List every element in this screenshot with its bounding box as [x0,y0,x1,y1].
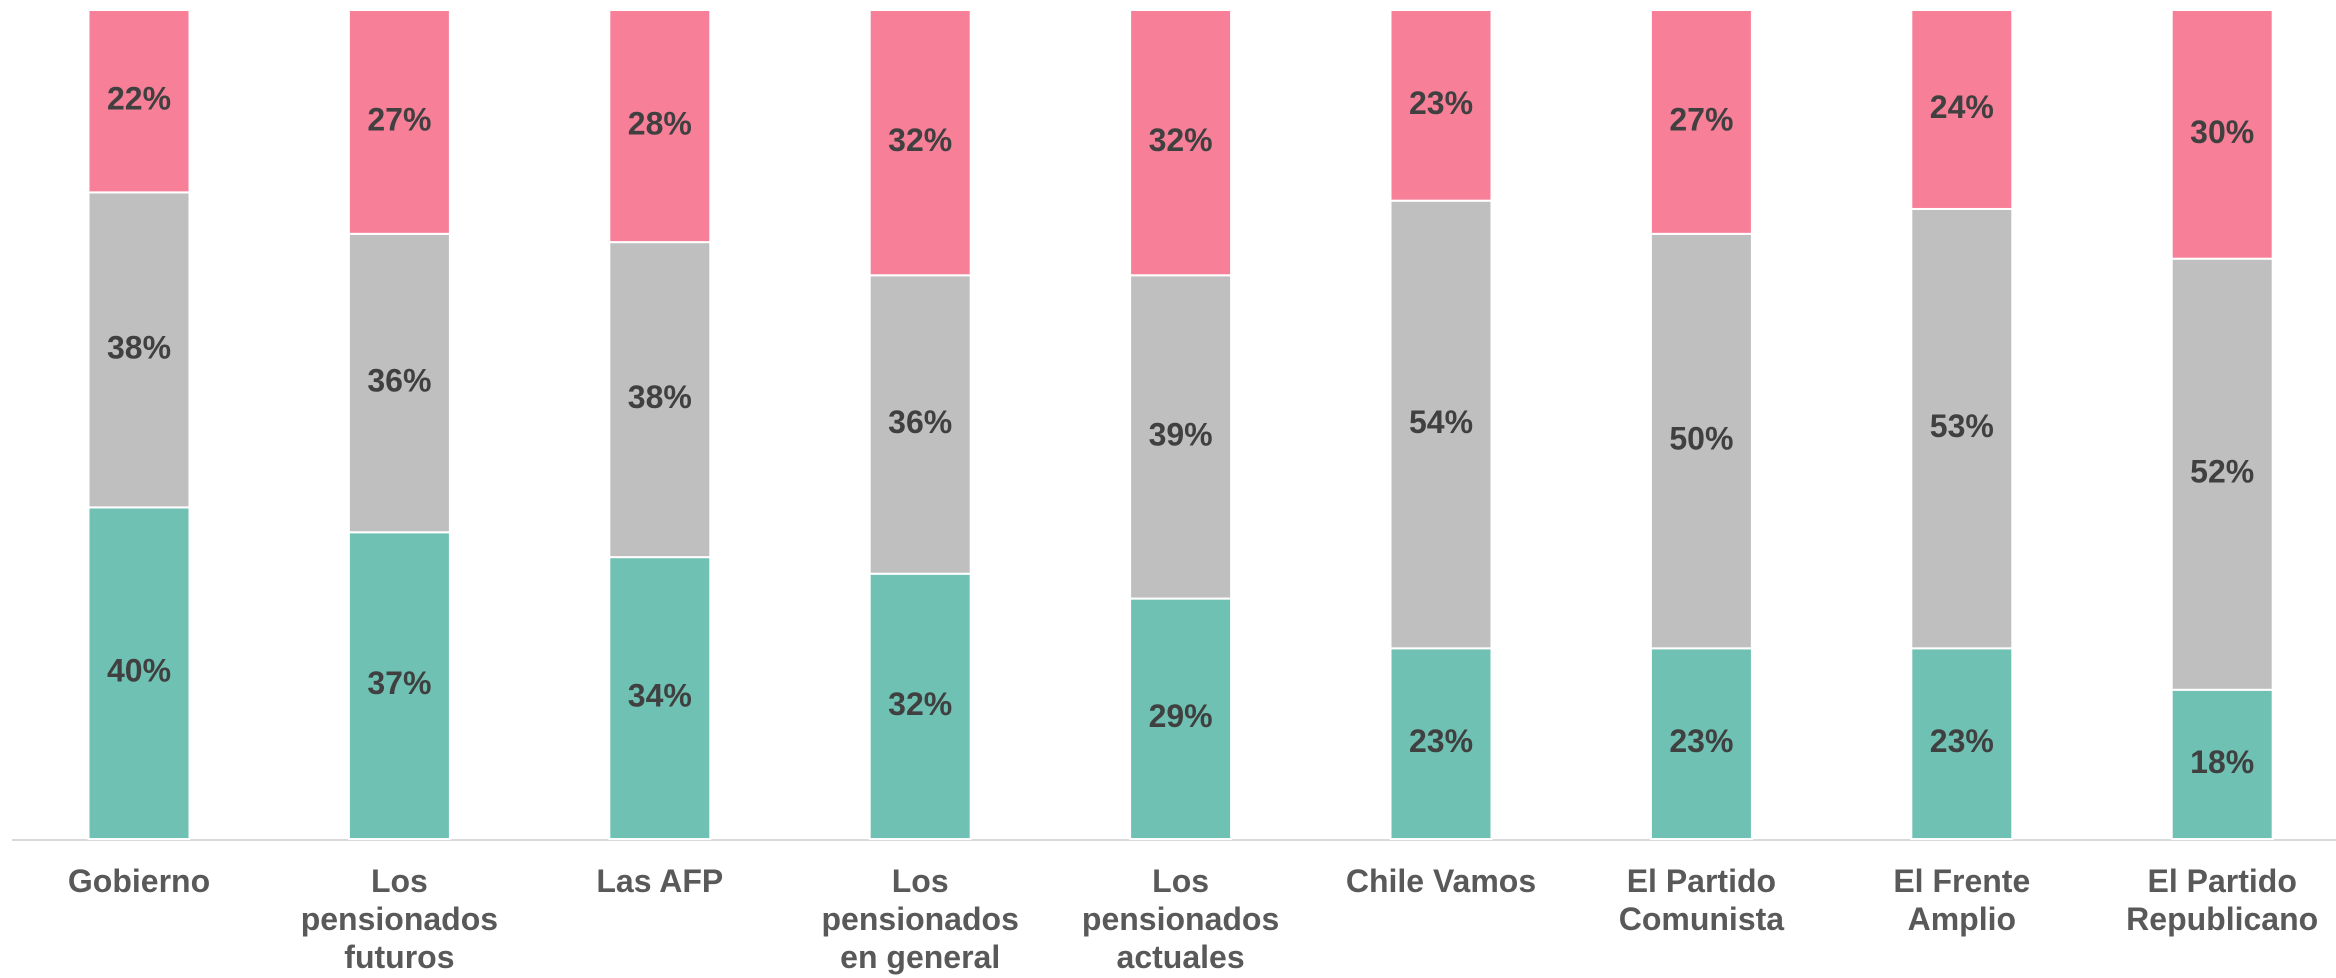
bar-segment [1910,647,2014,841]
x-tick-label: El Frente Amplio [1893,863,2031,937]
value-label: 30% [2190,114,2254,150]
bar-segment [347,531,451,841]
value-label: 50% [1669,421,1733,457]
bar-segment [87,9,191,194]
bar-segment [608,556,712,840]
x-tick-label: Los pensionados en general [821,863,1019,975]
value-label: 18% [2190,744,2254,780]
bar-segment [868,274,972,575]
bar-segment [1389,9,1493,202]
value-label: 23% [1930,723,1994,759]
bar-segment [2170,9,2274,260]
bar-segment [608,241,712,559]
bar-segment [1649,647,1753,841]
bar-segment [1389,199,1493,650]
value-label: 32% [888,686,952,722]
bar-segment [1649,232,1753,650]
value-label: 23% [1409,85,1473,121]
x-tick-label: Chile Vamos [1345,863,1537,899]
value-label: 40% [107,653,171,689]
x-tick-label: El Partido Republicano [2126,863,2319,937]
bar-segment [2170,257,2274,691]
value-label: 32% [888,122,952,158]
value-label: 54% [1409,404,1473,440]
value-label: 32% [1149,122,1213,158]
value-label: 27% [367,101,431,137]
x-tick-label: Las AFP [596,863,724,899]
value-label: 39% [1149,416,1213,452]
bar-segment [87,506,191,840]
bar-segment [1129,597,1233,841]
value-label: 27% [1669,101,1733,137]
value-label: 38% [628,379,692,415]
bar-segment [87,191,191,509]
bar-segment [1649,9,1753,235]
x-tick-label: Gobierno [67,863,211,899]
value-label: 37% [367,665,431,701]
bar-segment [1129,9,1233,277]
bar-segment [608,9,712,244]
bar-segment [1129,274,1233,600]
bar-segment [1910,9,2014,210]
value-label: 36% [367,363,431,399]
x-tick-label: Los pensionados actuales [1081,863,1280,975]
value-label: 23% [1669,723,1733,759]
x-tick-label: El Partido Comunista [1618,863,1785,937]
value-label: 38% [107,329,171,365]
value-label: 36% [888,404,952,440]
value-label: 29% [1149,698,1213,734]
bar-segment [347,232,451,534]
value-label: 53% [1930,408,1994,444]
bar-segment [347,9,451,235]
bar-segment [868,572,972,840]
value-label: 52% [2190,454,2254,490]
value-label: 22% [107,81,171,117]
bar-segment [868,9,972,277]
bar-segment [1389,647,1493,841]
bar-segment [1910,207,2014,650]
value-label: 28% [628,106,692,142]
x-tick-label: Los pensionados futuros [300,863,499,975]
value-label: 23% [1409,723,1473,759]
value-label: 34% [628,678,692,714]
value-label: 24% [1930,89,1994,125]
